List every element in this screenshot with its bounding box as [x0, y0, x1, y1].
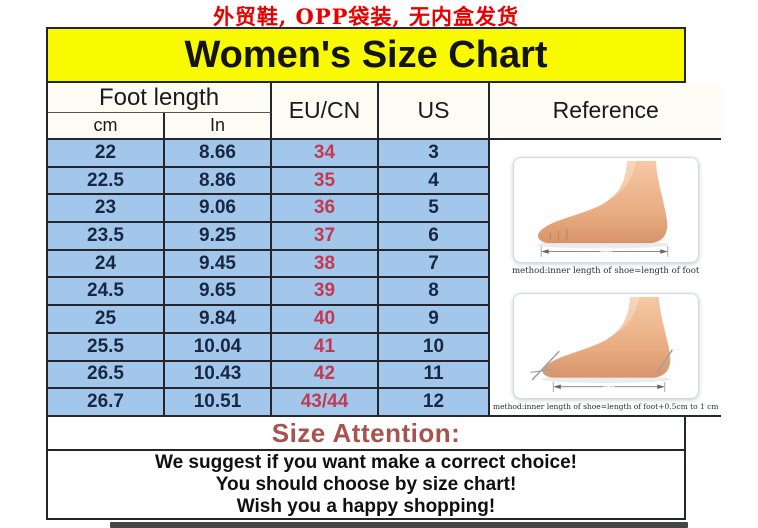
size-chart-sheet: Women's Size Chart Foot length cm In EU/…: [46, 27, 722, 520]
size-cell-us: 11: [379, 361, 490, 390]
size-cell-inch: 9.65: [165, 278, 272, 307]
size-cell-eu: 37: [272, 223, 379, 251]
page-title: Women's Size Chart: [48, 29, 684, 83]
size-cell-cm: 23: [48, 195, 165, 224]
size-cell-cm: 26.7: [48, 389, 165, 417]
header-us: US: [379, 83, 490, 140]
size-cell-us: 8: [379, 278, 490, 307]
size-cell-eu: 41: [272, 333, 379, 362]
size-cell-cm: 24.5: [48, 278, 165, 307]
bottom-dark-strip: [110, 522, 688, 528]
size-cell-us: 9: [379, 306, 490, 334]
reference-diagram-top: — — method:inner length of shoe=length o…: [493, 142, 718, 277]
measure-caption-bottom: method:inner length of shoe=length of fo…: [493, 401, 719, 411]
size-cell-us: 12: [379, 389, 490, 417]
size-cell-us: 10: [379, 333, 490, 362]
size-cell-cm: 22: [48, 140, 165, 168]
footer-line-1: We suggest if you want make a correct ch…: [155, 451, 577, 473]
size-cell-us: 5: [379, 195, 490, 224]
footer-line-2: You should choose by size chart!: [215, 473, 517, 495]
footer-note: We suggest if you want make a correct ch…: [48, 451, 684, 518]
size-cell-eu: 40: [272, 306, 379, 334]
foot-measure-diagram-top: — —: [512, 157, 699, 264]
size-cell-inch: 9.45: [165, 250, 272, 279]
size-cell-cm: 26.5: [48, 361, 165, 390]
size-cell-eu: 34: [272, 140, 379, 168]
measure-caption-top: method:inner length of shoe=length of fo…: [512, 266, 700, 277]
size-cell-inch: 10.04: [165, 333, 272, 362]
size-cell-eu: 36: [272, 195, 379, 224]
size-cell-cm: 22.5: [48, 167, 165, 196]
header-eu-cn: EU/CN: [272, 83, 379, 140]
size-cell-eu: 42: [272, 361, 379, 390]
foot-side-marking-icon: — —: [530, 296, 673, 392]
size-cell-inch: 10.51: [165, 389, 272, 417]
size-attention-title: Size Attention:: [48, 417, 684, 451]
header-reference: Reference: [490, 83, 722, 140]
svg-text:— —: — —: [603, 384, 616, 390]
size-cell-eu: 38: [272, 250, 379, 279]
foot-side-icon: — —: [536, 161, 670, 258]
size-cell-cm: 25: [48, 306, 165, 334]
size-cell-inch: 9.06: [165, 195, 272, 224]
size-cell-cm: 24: [48, 250, 165, 279]
header-cm: cm: [48, 113, 165, 140]
header-in: In: [165, 113, 272, 140]
size-cell-us: 6: [379, 223, 490, 251]
size-cell-inch: 8.86: [165, 167, 272, 196]
size-cell-us: 3: [379, 140, 490, 168]
size-cell-inch: 9.84: [165, 306, 272, 334]
size-cell-inch: 8.66: [165, 140, 272, 168]
size-cell-cm: 23.5: [48, 223, 165, 251]
size-cell-eu: 39: [272, 278, 379, 307]
size-cell-inch: 10.43: [165, 361, 272, 390]
foot-measure-diagram-bottom: — —: [512, 292, 699, 399]
size-cell-us: 4: [379, 167, 490, 196]
reference-diagram-bottom: — — method:inner length of shoe=length o…: [493, 277, 718, 412]
size-cell-inch: 9.25: [165, 223, 272, 251]
svg-text:— —: — —: [600, 249, 613, 255]
footer-line-3: Wish you a happy shopping!: [236, 495, 496, 517]
size-table: Foot length cm In EU/CN US Reference 22 8…: [48, 83, 722, 417]
header-foot-length: Foot length: [48, 83, 272, 113]
size-cell-eu: 35: [272, 167, 379, 196]
reference-cell: — — method:inner length of shoe=length o…: [490, 140, 722, 417]
size-cell-eu: 43/44: [272, 389, 379, 417]
size-cell-us: 7: [379, 250, 490, 279]
top-note-chinese: 外贸鞋, OPP袋装, 无内盒发货: [212, 4, 520, 29]
size-cell-cm: 25.5: [48, 333, 165, 362]
